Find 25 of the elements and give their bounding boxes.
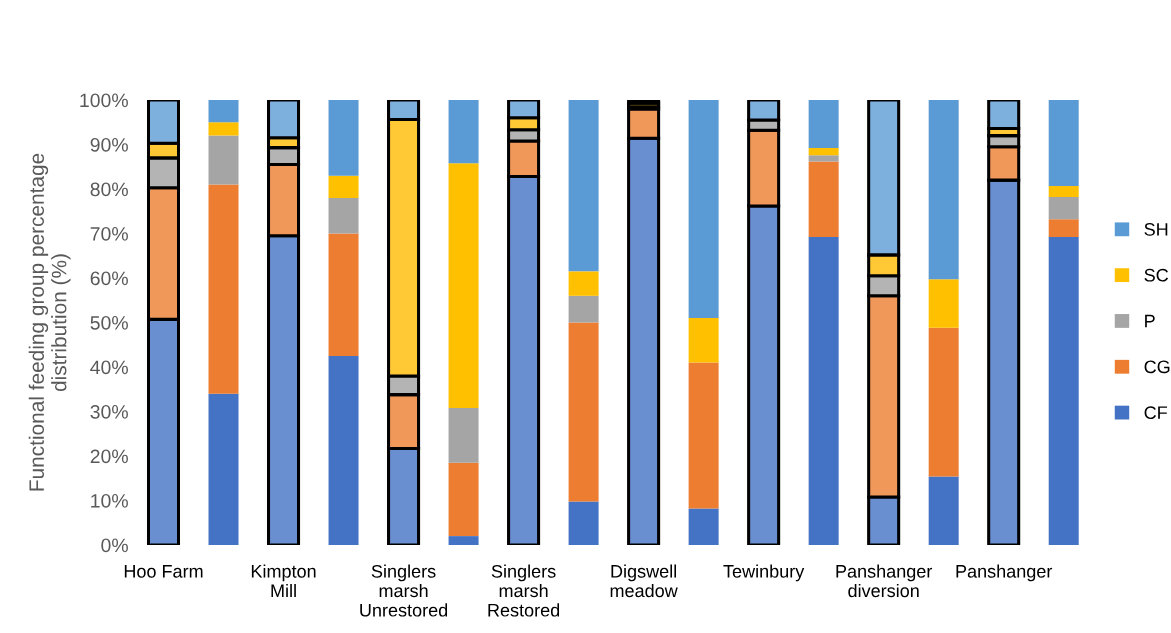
y-tick-label: 0% <box>101 538 128 553</box>
x-tick-label: Kimpton Mill <box>251 564 316 597</box>
x-tick-label: Singlers marsh Unrestored <box>360 564 448 617</box>
legend-label: CF <box>1144 406 1167 420</box>
legend-label: SC <box>1144 268 1169 282</box>
y-tick-label: 100% <box>80 93 128 108</box>
x-tick-label: Panshanger diversion <box>836 564 933 598</box>
legend-label: SH <box>1144 222 1168 236</box>
y-axis-title: Functional feeding group percentage distribution (%) <box>28 153 71 491</box>
y-tick-label: 80% <box>90 182 128 197</box>
x-tick-label: Hoo Farm <box>124 565 203 578</box>
y-tick-label: 30% <box>90 404 128 419</box>
x-tick-label: Singlers marsh Restored <box>488 564 560 617</box>
x-tick-label: Tewinbury <box>723 564 805 582</box>
legend-label: P <box>1145 314 1155 328</box>
y-tick-label: 20% <box>90 449 128 464</box>
y-tick-label: 70% <box>90 226 128 241</box>
y-tick-label: 50% <box>90 315 128 330</box>
x-tick-label: Digswell meadow <box>610 564 678 598</box>
legend-label: CG <box>1144 360 1170 374</box>
y-tick-label: 10% <box>91 493 128 508</box>
y-tick-label: 60% <box>90 271 128 286</box>
y-tick-label: 40% <box>90 360 128 375</box>
x-tick-label: Panshanger <box>956 564 1053 582</box>
y-tick-label: 90% <box>90 137 128 152</box>
